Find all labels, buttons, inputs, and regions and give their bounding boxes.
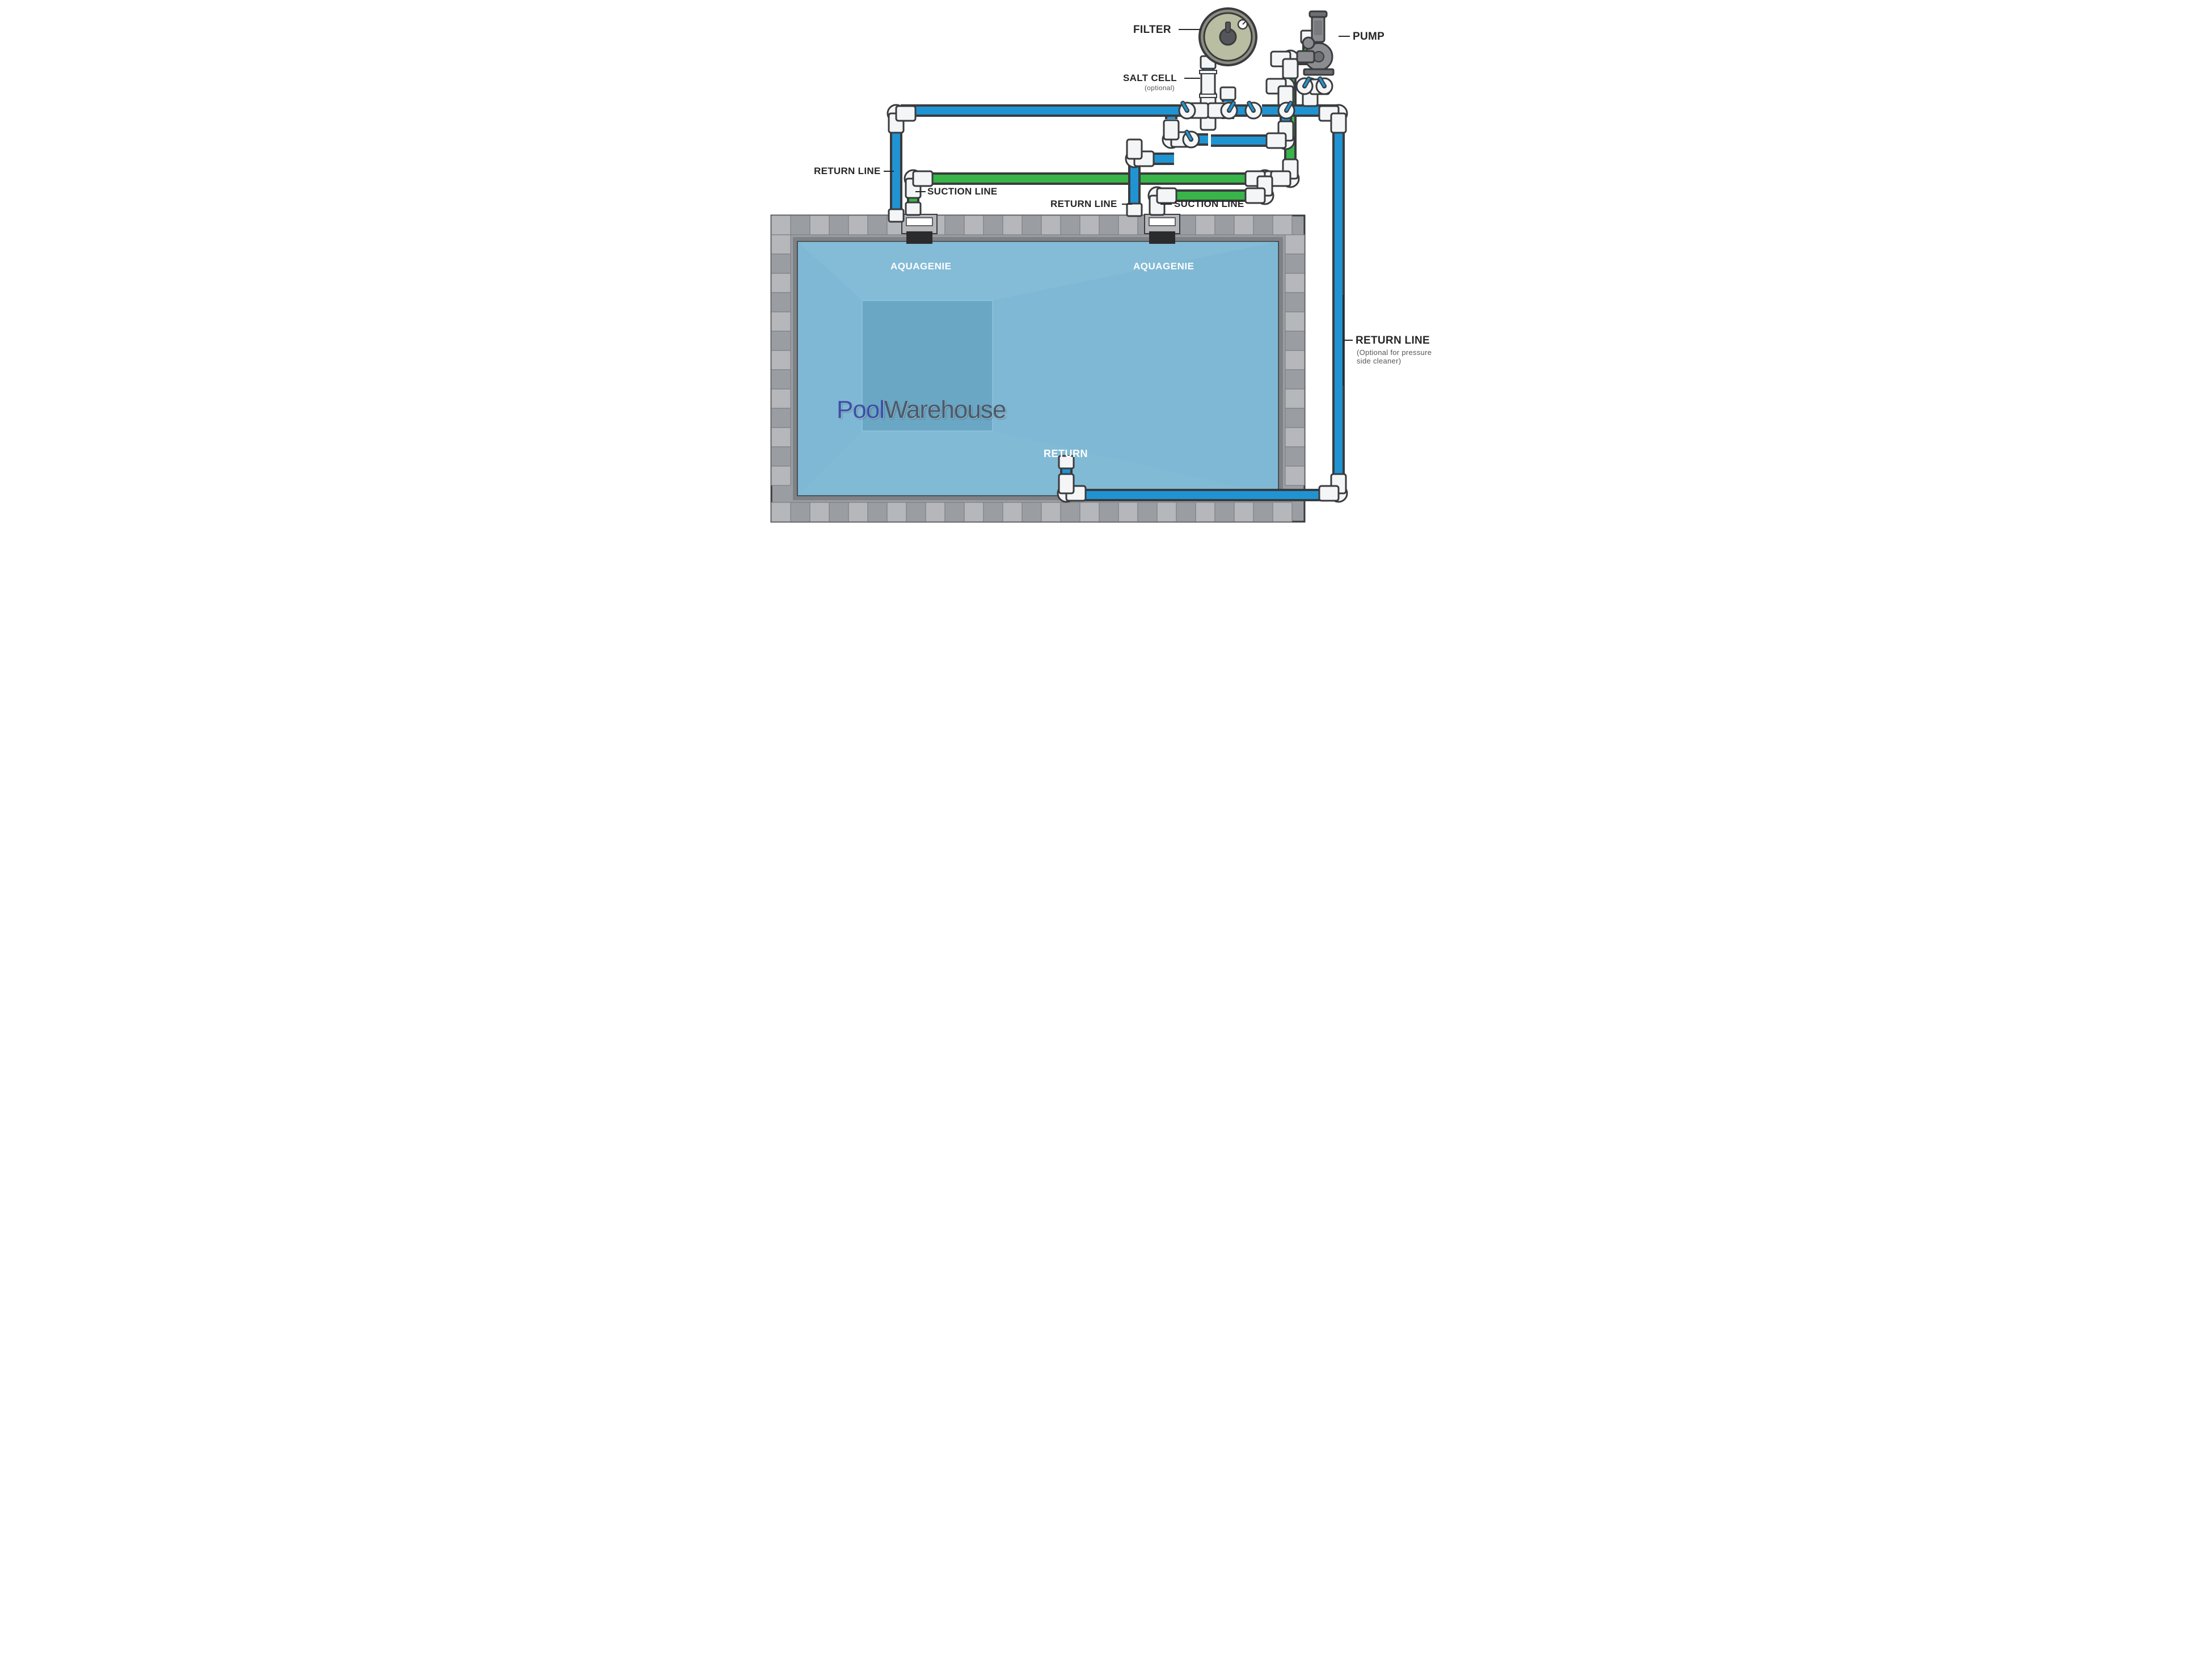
return_line_3-label: RETURN LINE [1356, 335, 1430, 347]
return-label: RETURN [1044, 448, 1088, 460]
pipe-fitting [1271, 50, 1299, 78]
pipe-fitting [1149, 187, 1176, 215]
return_line_3_sub-label: (Optional for pressure side cleaner) [1357, 348, 1432, 365]
aquagenie_2-label: AQUAGENIE [1133, 261, 1194, 272]
pump-label: PUMP [1353, 31, 1384, 43]
pipe-fitting [1271, 159, 1299, 187]
pool [771, 214, 1305, 522]
suction_line_1-label: SUCTION LINE [927, 186, 998, 197]
filter-label: FILTER [1133, 24, 1171, 36]
pipe-fitting [1319, 474, 1347, 502]
pipe-fitting [1319, 105, 1347, 133]
valve [1316, 77, 1332, 94]
salt_cell-label: SALT CELL [1123, 73, 1177, 84]
return_line_2-label: RETURN LINE [1050, 198, 1117, 210]
salt_cell_sub-label: (optional) [1145, 84, 1175, 92]
pipe-fitting [888, 105, 915, 133]
plumbing-diagram [737, 0, 1475, 556]
valve [1297, 77, 1312, 94]
pump [1297, 11, 1333, 75]
valve [1246, 101, 1261, 119]
pipe-fitting [1126, 139, 1154, 167]
salt-cell [1201, 73, 1215, 95]
poolwarehouse-logo: PoolWarehouse [837, 396, 1006, 424]
valve [1183, 130, 1199, 147]
aquagenie_1-label: AQUAGENIE [890, 261, 951, 272]
return_line_1-label: RETURN LINE [814, 166, 881, 177]
pipe-fitting [1267, 121, 1294, 149]
suction_line_2-label: SUCTION LINE [1174, 198, 1244, 210]
filter [1200, 9, 1256, 65]
